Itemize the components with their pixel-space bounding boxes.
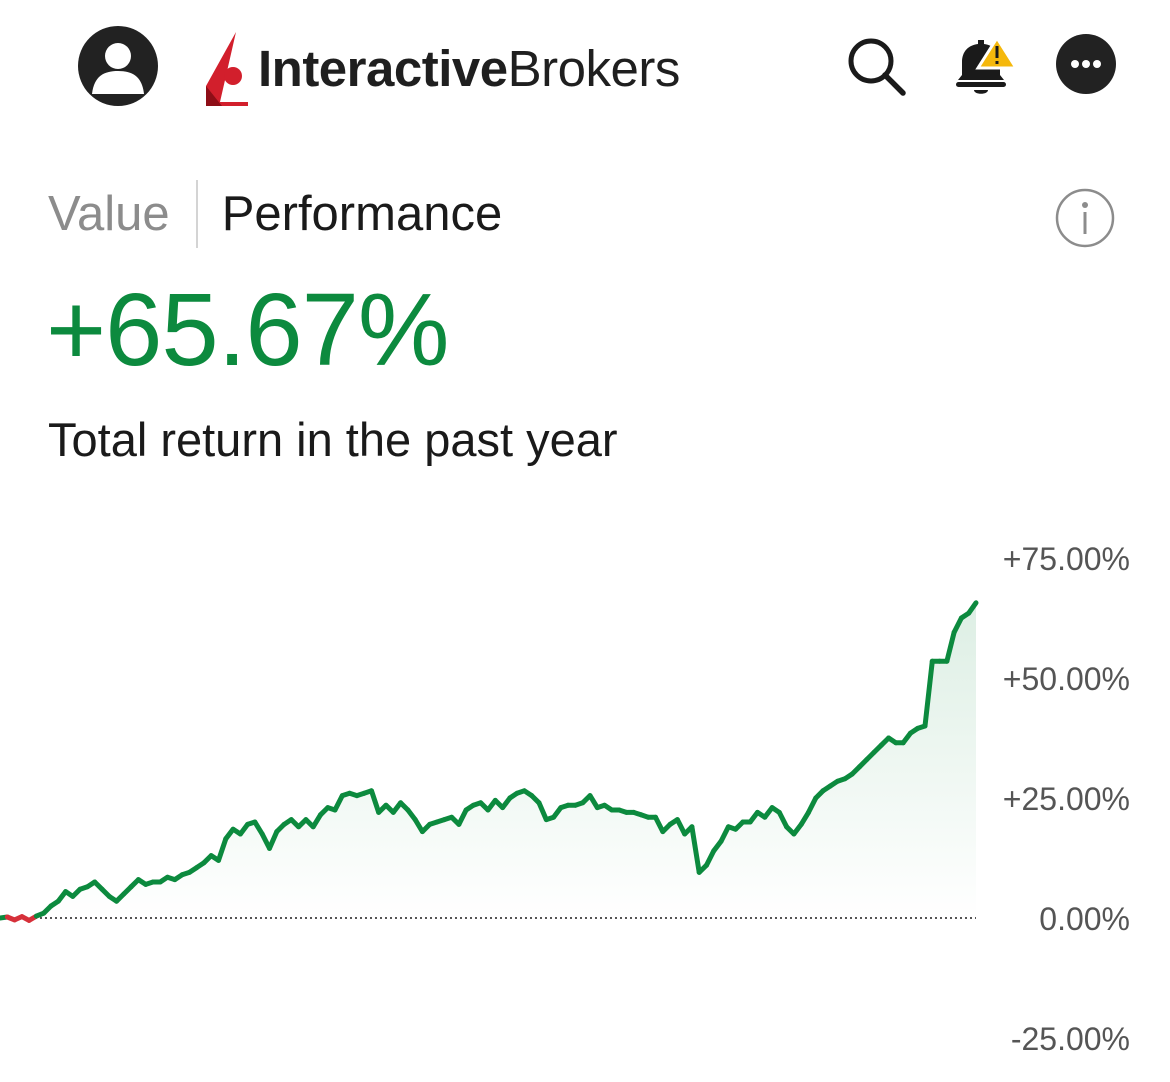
performance-line-segment — [776, 809, 790, 830]
performance-line-segment — [456, 807, 469, 827]
performance-line-segment — [674, 817, 688, 837]
bell-warning-icon[interactable] — [950, 32, 1019, 98]
performance-line-segment — [536, 800, 549, 823]
brand-wordmark: InteractiveBrokers — [258, 39, 680, 98]
total-return-value: +65.67% — [46, 272, 449, 387]
brand-bold-text: Interactive — [258, 39, 508, 97]
tab-performance[interactable]: Performance — [221, 187, 503, 241]
performance-line-segment — [216, 836, 229, 863]
total-return-caption: Total return in the past year — [48, 413, 618, 466]
y-tick-label: 0.00% — [1039, 901, 1130, 937]
performance-line-segment — [332, 793, 345, 813]
info-icon[interactable] — [1055, 188, 1115, 248]
performance-line-segment — [718, 824, 731, 844]
performance-line-segment — [944, 629, 957, 664]
performance-line-segment — [369, 788, 382, 815]
y-tick-label: -25.00% — [1011, 1021, 1130, 1057]
user-avatar-icon[interactable] — [78, 26, 158, 106]
tab-divider — [195, 180, 198, 248]
performance-area — [0, 602, 976, 918]
performance-line-segment — [951, 615, 964, 635]
performance-line-segment — [653, 814, 666, 835]
y-tick-label: +50.00% — [1003, 661, 1130, 697]
more-icon[interactable] — [1056, 34, 1116, 94]
performance-line-segment — [966, 600, 979, 616]
performance-line-segment — [689, 824, 702, 875]
performance-line-segment — [704, 848, 717, 868]
tab-value[interactable]: Value — [48, 187, 170, 241]
y-tick-label: +75.00% — [1003, 541, 1130, 577]
performance-line-segment — [922, 658, 935, 729]
performance-chart-svg: +75.00% +50.00% +25.00% 0.00% -25.00% — [0, 541, 1130, 1057]
brand-logo: InteractiveBrokers — [200, 28, 680, 108]
performance-line-segment — [267, 829, 280, 851]
search-icon[interactable] — [844, 34, 908, 98]
performance-line-segment — [806, 795, 819, 815]
top-bar: InteractiveBrokers — [0, 0, 1170, 130]
performance-chart: +75.00% +50.00% +25.00% 0.00% -25.00% — [0, 520, 1170, 1082]
brand-regular-text: Brokers — [507, 39, 681, 97]
view-tabs: Value Performance — [48, 180, 502, 248]
brand-mark-icon — [206, 32, 248, 106]
y-tick-label: +25.00% — [1003, 781, 1130, 817]
